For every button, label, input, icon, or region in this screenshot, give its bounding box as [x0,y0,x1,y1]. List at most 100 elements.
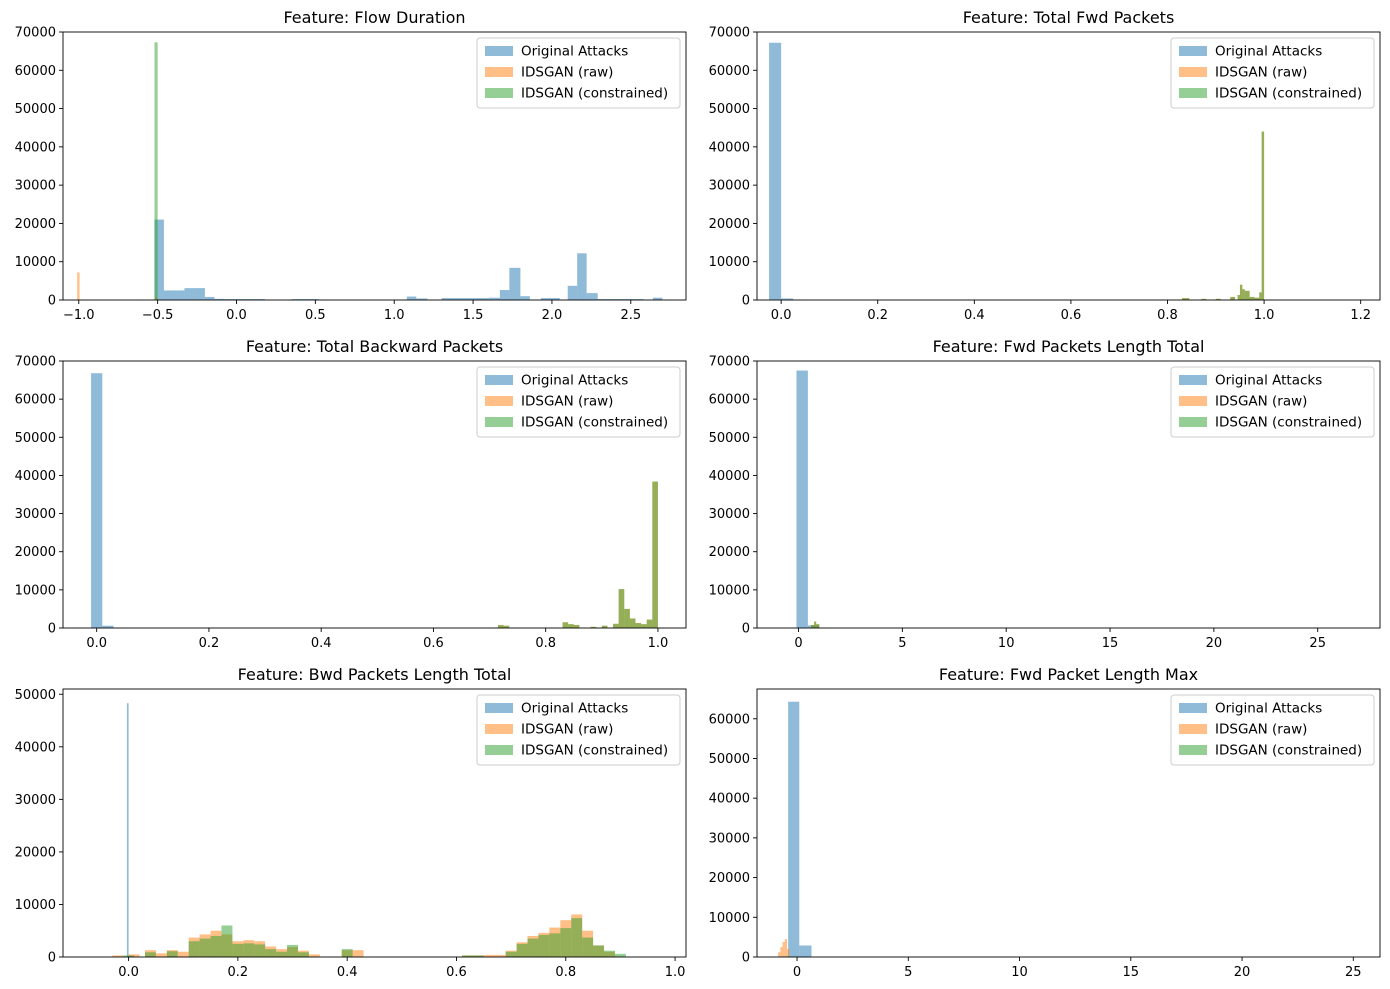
x-tick-label: 0.8 [1157,308,1178,323]
series-idsgan-raw [77,272,158,300]
hist-bar [597,299,644,300]
hist-bar [214,298,224,300]
y-tick-label: 40000 [15,740,56,755]
chart-title: Feature: Fwd Packets Length Total [933,337,1205,356]
hist-bar [341,949,353,957]
hist-bar [614,953,626,957]
y-tick-label: 0 [742,294,750,309]
x-tick-label: 0.6 [1061,308,1082,323]
hist-bar [276,951,288,957]
hist-bar [560,928,572,957]
hist-bar [503,625,510,628]
chart-flow-duration: Feature: Flow Duration −1.0 −0.5 0.0 0.5 1.0 1… [15,8,687,323]
series-idsgan-constrained [123,918,626,957]
hist-bar [618,589,625,628]
hist-bar [586,293,598,300]
y-tick-label: 50000 [709,102,750,117]
x-tick-label: 20 [1206,636,1223,651]
hist-bar [1201,298,1207,300]
hist-bar [652,297,663,300]
hist-bar [243,943,255,957]
hist-bar [184,288,194,300]
hist-bar [221,925,233,957]
hist-bar [635,623,642,628]
hist-bar [223,299,265,300]
hist-bar [582,937,594,957]
hist-bar [816,624,820,628]
x-tick-label: 0.4 [311,636,332,651]
legend-label: IDSGAN (constrained) [1215,415,1362,431]
hist-bar [562,622,569,628]
x-tick-label: 5 [898,636,906,651]
y-tick-label: 60000 [709,712,750,727]
hist-bar [77,272,80,300]
legend-swatch [1179,417,1207,427]
hist-bar [488,297,500,300]
x-tick-label: −0.5 [142,308,174,323]
x-tick-label: 1.5 [463,308,484,323]
hist-bar [126,703,129,957]
hist-bar [232,943,244,957]
hist-bar [154,42,158,300]
hist-bar [91,373,103,628]
hist-bar [516,943,528,957]
hist-bar [505,951,517,957]
x-tick-label: 2.0 [542,308,563,323]
legend-label: IDSGAN (constrained) [521,86,668,102]
series-original-attacks [796,370,820,628]
y-tick-label: 70000 [15,26,56,41]
legend-box [476,37,681,109]
chart-title: Feature: Flow Duration [283,8,465,27]
hist-bar [567,285,578,300]
legend-swatch [1179,67,1207,77]
axes-frame [62,31,687,301]
y-tick-label: 20000 [709,545,750,560]
legend-swatch [1179,46,1207,56]
y-tick-label: 10000 [709,583,750,598]
axes-frame [756,31,1381,301]
x-tick-label: 20 [1234,965,1251,980]
legend-label: IDSGAN (constrained) [521,415,668,431]
hist-bar [1242,289,1245,300]
y-tick-label: 30000 [709,831,750,846]
legend: Original Attacks IDSGAN (raw) IDSGAN (cons… [476,37,681,109]
x-tick-label: 0 [794,636,802,651]
hist-bar [593,945,605,957]
series-original-attacks [769,42,794,300]
x-tick-label: 1.0 [648,636,669,651]
legend: Original Attacks IDSGAN (raw) IDSGAN (cons… [1170,37,1375,109]
hist-bar [193,288,205,300]
chart-total-fwd-packets: Feature: Total Fwd Packets 0.0 0.2 0.4 0.6 0.… [709,8,1381,323]
x-tick-label: 0.8 [555,965,576,980]
y-tick-label: 60000 [15,64,56,79]
x-tick-label: 0.0 [118,965,139,980]
chart-total-backward-packets: Feature: Total Backward Packets 0.0 0.2 0.4… [15,337,687,651]
chart-fwd-packet-length-max: Feature: Fwd Packet Length Max 0 5 10 15 20 25… [709,665,1381,980]
series-original-attacks [788,701,812,957]
hist-bar [265,949,277,957]
legend-label: IDSGAN (raw) [1215,394,1307,410]
x-tick-label: −1.0 [63,308,95,323]
hist-bar [254,944,266,957]
x-tick-label: 1.0 [384,308,405,323]
y-tick-label: 50000 [709,431,750,446]
hist-bar [787,949,790,957]
legend-box [1170,366,1375,438]
chart-title: Feature: Fwd Packet Length Max [939,665,1198,684]
series-idsgan-raw [778,939,790,957]
legend-swatch [485,745,513,755]
hist-bar [174,290,185,300]
y-tick-label: 40000 [709,140,750,155]
series-idsgan-constrained [1181,131,1265,300]
y-tick-label: 70000 [709,355,750,370]
hist-bar [540,298,560,300]
hist-bar [204,296,215,300]
legend-label: Original Attacks [521,44,628,60]
hist-bar [1261,131,1265,300]
legend: Original Attacks IDSGAN (raw) IDSGAN (cons… [476,366,681,438]
legend-label: IDSGAN (constrained) [1215,743,1362,759]
hist-bar [166,951,178,957]
chart-title: Feature: Total Fwd Packets [963,8,1175,27]
hist-bar [781,298,794,300]
y-tick-label: 50000 [15,431,56,446]
